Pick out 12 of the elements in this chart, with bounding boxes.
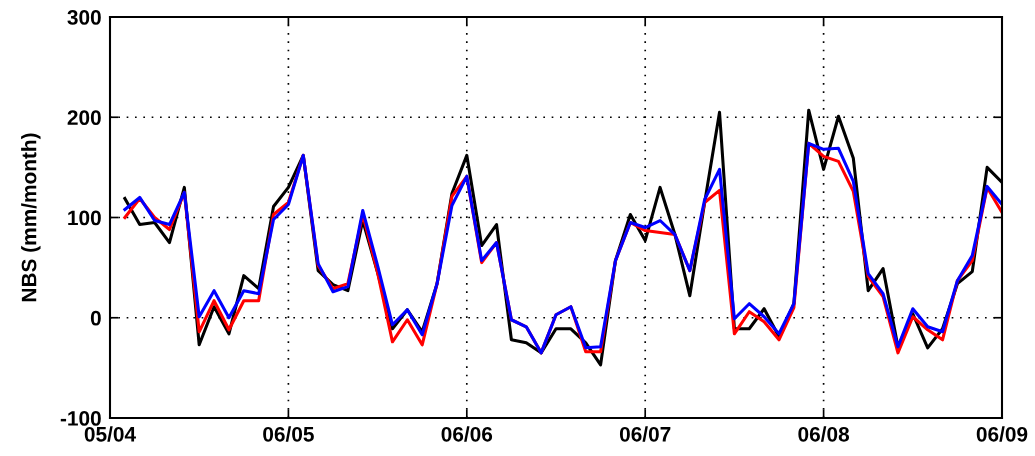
y-tick-label: 0 [90,310,101,326]
y-tick-label: 300 [67,10,101,25]
x-tick-label: 05/04 [84,426,136,442]
y-tick-label: -100 [60,411,101,426]
x-tick-label: 06/07 [619,426,671,442]
x-tick-label: 06/06 [441,426,493,442]
x-tick-label: 06/05 [263,426,314,442]
y-tick-label: 100 [68,210,101,226]
x-tick-label: 06/08 [798,426,850,442]
y-tick-label: 200 [67,110,101,125]
x-tick-label: 06/09 [976,426,1028,442]
y-axis-title: NBS (mm/month) [21,133,41,302]
